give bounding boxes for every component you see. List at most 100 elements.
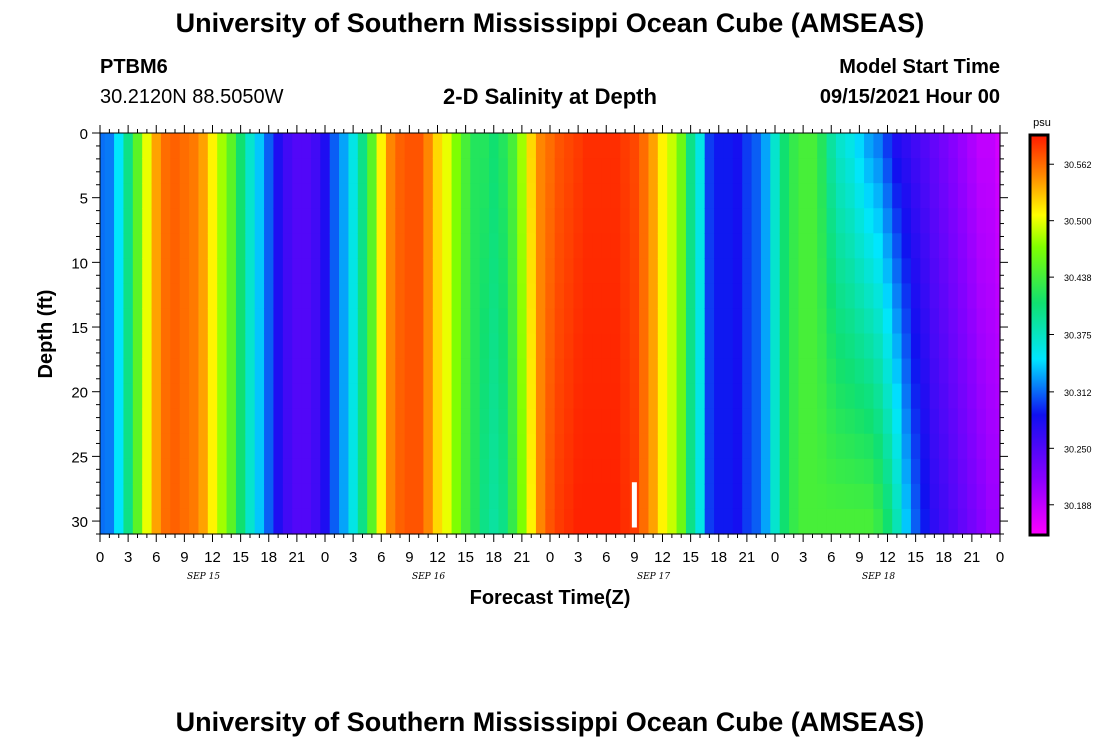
heatmap-cell — [264, 258, 275, 284]
heatmap-cell — [226, 408, 237, 435]
heatmap-cell — [376, 458, 387, 485]
heatmap-cell — [151, 258, 162, 284]
heatmap-cell — [592, 183, 603, 209]
heatmap-cell — [714, 383, 725, 410]
heatmap-cell — [142, 258, 153, 284]
heatmap-cell — [235, 208, 246, 234]
heatmap-cell — [854, 433, 865, 460]
heatmap-cell — [545, 383, 556, 410]
heatmap-cell — [104, 383, 115, 410]
heatmap-cell — [160, 183, 171, 209]
heatmap-cell — [535, 358, 546, 385]
heatmap-cell — [123, 258, 134, 284]
heatmap-cell — [367, 358, 378, 385]
heatmap-cell — [507, 508, 518, 535]
heatmap-cell — [489, 383, 500, 410]
heatmap-cell — [535, 233, 546, 259]
heatmap-cell — [592, 408, 603, 435]
heatmap-cell — [282, 283, 293, 310]
heatmap-cell — [610, 483, 621, 510]
heatmap-cell — [245, 233, 256, 259]
heatmap-cell — [442, 233, 453, 259]
heatmap-cell — [282, 508, 293, 535]
heatmap-cell — [873, 283, 884, 310]
heatmap-cell — [404, 283, 415, 310]
heatmap-cell — [189, 458, 200, 485]
heatmap-cell — [798, 133, 809, 159]
heatmap-cell — [620, 383, 631, 410]
heatmap-cell — [385, 333, 396, 360]
heatmap-cell — [517, 233, 528, 259]
heatmap-cell — [189, 133, 200, 159]
heatmap-cell — [723, 433, 734, 460]
heatmap-cell — [573, 183, 584, 209]
heatmap-cell — [142, 408, 153, 435]
heatmap-cell — [564, 308, 575, 335]
heatmap-cell — [910, 208, 921, 234]
heatmap-cell — [367, 333, 378, 360]
heatmap-cell — [835, 358, 846, 385]
heatmap-cell — [114, 258, 125, 284]
heatmap-cell — [235, 158, 246, 184]
heatmap-cell — [770, 208, 781, 234]
heatmap-cell — [414, 258, 425, 284]
heatmap-cell — [882, 333, 893, 360]
heatmap-cell — [142, 508, 153, 535]
heatmap-cell — [264, 233, 275, 259]
heatmap-cell — [770, 508, 781, 535]
heatmap-cell — [339, 408, 350, 435]
heatmap-cell — [667, 133, 678, 159]
heatmap-cell — [601, 408, 612, 435]
heatmap-cell — [320, 333, 331, 360]
heatmap-cell — [489, 358, 500, 385]
heatmap-cell — [310, 458, 321, 485]
heatmap-cell — [207, 333, 218, 360]
heatmap-cell — [629, 383, 640, 410]
heatmap-cell — [395, 283, 406, 310]
heatmap-cell — [526, 133, 537, 159]
heatmap-cell — [170, 383, 181, 410]
heatmap-cell — [760, 233, 771, 259]
heatmap-cell — [273, 358, 284, 385]
heatmap-cell — [817, 258, 828, 284]
heatmap-cell — [639, 383, 650, 410]
heatmap-cell — [395, 483, 406, 510]
heatmap-cell — [123, 383, 134, 410]
heatmap-cell — [957, 258, 968, 284]
heatmap-cell — [264, 133, 275, 159]
heatmap-cell — [892, 508, 903, 535]
heatmap-cell — [217, 183, 228, 209]
heatmap-cell — [620, 233, 631, 259]
x-tick-label: 15 — [232, 549, 249, 566]
x-tick-label: 15 — [907, 549, 924, 566]
heatmap-cell — [100, 333, 106, 360]
heatmap-cell — [320, 483, 331, 510]
heatmap-cell — [582, 283, 593, 310]
heatmap-cell — [751, 158, 762, 184]
heatmap-cell — [704, 183, 715, 209]
heatmap-cell — [273, 133, 284, 159]
heatmap-cell — [460, 458, 471, 485]
heatmap-cell — [217, 283, 228, 310]
heatmap-cell — [639, 483, 650, 510]
heatmap-cell — [189, 208, 200, 234]
heatmap-cell — [742, 508, 753, 535]
heatmap-cell — [723, 483, 734, 510]
heatmap-cell — [114, 508, 125, 535]
heatmap-cell — [995, 233, 1001, 259]
heatmap-cell — [760, 458, 771, 485]
heatmap-cell — [864, 258, 875, 284]
heatmap-cell — [985, 183, 996, 209]
heatmap-cell — [535, 208, 546, 234]
heatmap-cell — [104, 183, 115, 209]
heatmap-cell — [489, 333, 500, 360]
heatmap-cell — [610, 508, 621, 535]
heatmap-cell — [395, 183, 406, 209]
heatmap-cell — [770, 158, 781, 184]
heatmap-cell — [460, 208, 471, 234]
heatmap-cell — [554, 158, 565, 184]
heatmap-cell — [601, 308, 612, 335]
heatmap-cell — [479, 408, 490, 435]
heatmap-cell — [517, 508, 528, 535]
